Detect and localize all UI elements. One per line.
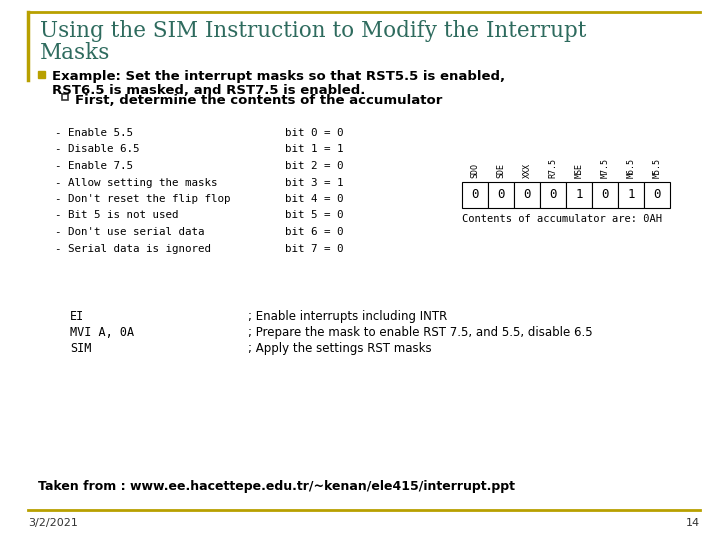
Text: 0: 0 (601, 188, 608, 201)
Text: 0: 0 (549, 188, 557, 201)
Bar (514, 182, 540, 208)
Text: R7.5: R7.5 (549, 158, 557, 178)
Text: MSE: MSE (575, 163, 583, 178)
Text: bit 5 = 0: bit 5 = 0 (285, 211, 343, 220)
Text: - Bit 5 is not used: - Bit 5 is not used (55, 211, 179, 220)
Text: Using the SIM Instruction to Modify the Interrupt: Using the SIM Instruction to Modify the … (40, 20, 586, 42)
Text: M7.5: M7.5 (600, 158, 610, 178)
Text: bit 0 = 0: bit 0 = 0 (285, 128, 343, 138)
Text: 0: 0 (653, 188, 661, 201)
Text: 0: 0 (472, 188, 479, 201)
Text: SIM: SIM (70, 342, 91, 355)
Bar (566, 182, 592, 208)
Text: SDO: SDO (470, 163, 480, 178)
Text: - Don't use serial data: - Don't use serial data (55, 227, 204, 237)
Text: - Disable 6.5: - Disable 6.5 (55, 145, 140, 154)
Text: - Serial data is ignored: - Serial data is ignored (55, 244, 211, 253)
Text: 0: 0 (498, 188, 505, 201)
Text: XXX: XXX (523, 163, 531, 178)
Text: ; Enable interrupts including INTR: ; Enable interrupts including INTR (248, 310, 447, 323)
Bar (38, 71, 45, 78)
Text: bit 7 = 0: bit 7 = 0 (285, 244, 343, 253)
Text: - Don't reset the flip flop: - Don't reset the flip flop (55, 194, 230, 204)
Text: SDE: SDE (497, 163, 505, 178)
Text: Example: Set the interrupt masks so that RST5.5 is enabled,: Example: Set the interrupt masks so that… (52, 70, 505, 83)
Text: bit 4 = 0: bit 4 = 0 (285, 194, 343, 204)
Text: Masks: Masks (40, 42, 110, 64)
Text: M5.5: M5.5 (652, 158, 662, 178)
Text: bit 6 = 0: bit 6 = 0 (285, 227, 343, 237)
Text: bit 1 = 1: bit 1 = 1 (285, 145, 343, 154)
Text: 3/2/2021: 3/2/2021 (28, 518, 78, 528)
Text: ; Prepare the mask to enable RST 7.5, and 5.5, disable 6.5: ; Prepare the mask to enable RST 7.5, an… (248, 326, 593, 339)
Bar (644, 182, 670, 208)
Bar (540, 182, 566, 208)
Bar (618, 182, 644, 208)
Bar (462, 182, 488, 208)
Text: M6.5: M6.5 (626, 158, 636, 178)
Text: Contents of accumulator are: 0AH: Contents of accumulator are: 0AH (462, 214, 662, 224)
Text: 1: 1 (575, 188, 582, 201)
Text: First, determine the contents of the accumulator: First, determine the contents of the acc… (75, 94, 442, 107)
Text: 14: 14 (686, 518, 700, 528)
Text: Taken from : www.ee.hacettepe.edu.tr/~kenan/ele415/interrupt.ppt: Taken from : www.ee.hacettepe.edu.tr/~ke… (38, 480, 515, 493)
Text: 1: 1 (627, 188, 635, 201)
Text: EI: EI (70, 310, 84, 323)
Text: - Allow setting the masks: - Allow setting the masks (55, 178, 217, 187)
Text: 0: 0 (523, 188, 531, 201)
Bar (592, 182, 618, 208)
Text: ; Apply the settings RST masks: ; Apply the settings RST masks (248, 342, 431, 355)
Bar (488, 182, 514, 208)
Text: bit 3 = 1: bit 3 = 1 (285, 178, 343, 187)
Bar (62, 94, 68, 100)
Text: bit 2 = 0: bit 2 = 0 (285, 161, 343, 171)
Text: - Enable 7.5: - Enable 7.5 (55, 161, 133, 171)
Text: RST6.5 is masked, and RST7.5 is enabled.: RST6.5 is masked, and RST7.5 is enabled. (52, 84, 365, 97)
Text: MVI A, 0A: MVI A, 0A (70, 326, 134, 339)
Text: - Enable 5.5: - Enable 5.5 (55, 128, 133, 138)
